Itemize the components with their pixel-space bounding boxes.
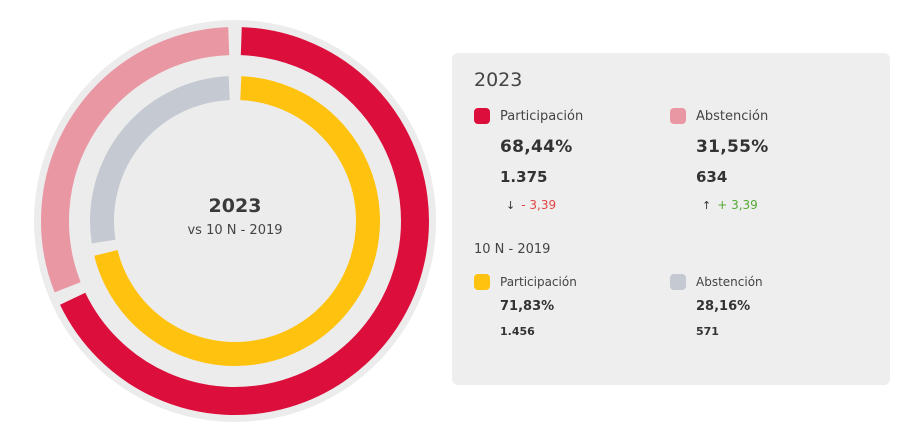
- abstention-2019-count: 571: [696, 325, 719, 338]
- arrow-down-icon: ↓: [506, 199, 516, 212]
- diff-value: + 3,39: [717, 198, 758, 212]
- legend-label: Abstención: [696, 108, 769, 124]
- diff-value: - 3,39: [521, 198, 557, 212]
- legend-label: Abstención: [696, 275, 763, 289]
- donut-center-label: 2023 vs 10 N - 2019: [150, 195, 320, 238]
- inner-slice-abstention: [90, 76, 230, 244]
- legend-label: Participación: [500, 275, 577, 289]
- participation-diff: ↓ - 3,39: [506, 198, 583, 212]
- abstention-2019-swatch: [670, 274, 686, 290]
- outer-ring: [41, 27, 429, 415]
- results-panel: 2023 Participación 68,44% 1.375 ↓ - 3,39 …: [452, 53, 890, 385]
- panel-year: 2023: [474, 69, 523, 91]
- outer-slice-participation: [60, 27, 429, 415]
- abstention-count: 634: [696, 168, 728, 186]
- participation-count: 1.375: [500, 168, 548, 186]
- donut-chart: [34, 20, 436, 422]
- previous-election-title: 10 N - 2019: [474, 242, 551, 257]
- current-abstention: Abstención 31,55% 634 ↑ + 3,39: [670, 108, 769, 212]
- previous-abstention: Abstención 28,16% 571: [670, 274, 763, 338]
- abstention-2019-percent: 28,16%: [696, 299, 751, 314]
- participation-2019-count: 1.456: [500, 325, 535, 338]
- legend-participation-2023: Participación: [474, 108, 583, 124]
- abstention-swatch: [670, 108, 686, 124]
- center-subtitle: vs 10 N - 2019: [187, 223, 283, 238]
- current-participation: Participación 68,44% 1.375 ↓ - 3,39: [474, 108, 583, 212]
- participation-2019-swatch: [474, 274, 490, 290]
- abstention-diff: ↑ + 3,39: [702, 198, 769, 212]
- legend-label: Participación: [500, 108, 584, 124]
- legend-abstention-2023: Abstención: [670, 108, 769, 124]
- inner-slice-participation: [94, 76, 380, 366]
- outer-slice-abstention: [41, 27, 230, 293]
- center-title: 2023: [208, 195, 262, 217]
- arrow-up-icon: ↑: [702, 199, 712, 212]
- legend-abstention-2019: Abstención: [670, 274, 763, 290]
- inner-ring: [90, 76, 380, 366]
- abstention-percent: 31,55%: [696, 137, 769, 157]
- participation-percent: 68,44%: [500, 137, 573, 157]
- participation-2019-percent: 71,83%: [500, 299, 555, 314]
- participation-swatch: [474, 108, 490, 124]
- legend-participation-2019: Participación: [474, 274, 577, 290]
- previous-participation: Participación 71,83% 1.456: [474, 274, 577, 338]
